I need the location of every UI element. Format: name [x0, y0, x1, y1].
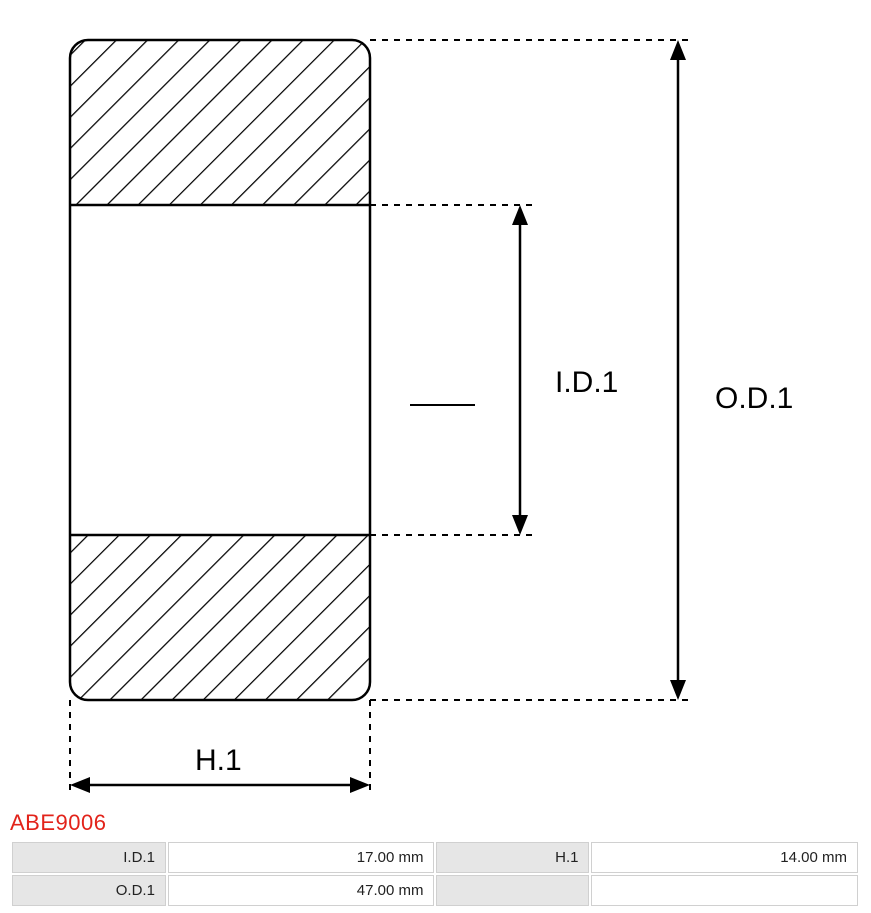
dim-value: 47.00 mm	[168, 875, 435, 906]
label-h1: H.1	[195, 744, 242, 777]
dim-label: H.1	[436, 842, 589, 873]
part-number: ABE9006	[0, 810, 871, 840]
hatch-bottom	[70, 535, 370, 700]
dim-label: O.D.1	[12, 875, 166, 906]
table-row: I.D.1 17.00 mm H.1 14.00 mm	[12, 842, 858, 873]
dim-value: 14.00 mm	[591, 842, 858, 873]
dim-label	[436, 875, 589, 906]
dim-label: I.D.1	[12, 842, 166, 873]
hatch-top	[70, 40, 370, 205]
table-row: O.D.1 47.00 mm	[12, 875, 858, 906]
bearing-cross-section-diagram: I.D.1 O.D.1 H.1	[0, 0, 871, 810]
dim-value	[591, 875, 858, 906]
label-od1: O.D.1	[715, 382, 793, 415]
dimensions-table: I.D.1 17.00 mm H.1 14.00 mm O.D.1 47.00 …	[10, 840, 860, 908]
dim-value: 17.00 mm	[168, 842, 435, 873]
label-id1: I.D.1	[555, 366, 618, 399]
